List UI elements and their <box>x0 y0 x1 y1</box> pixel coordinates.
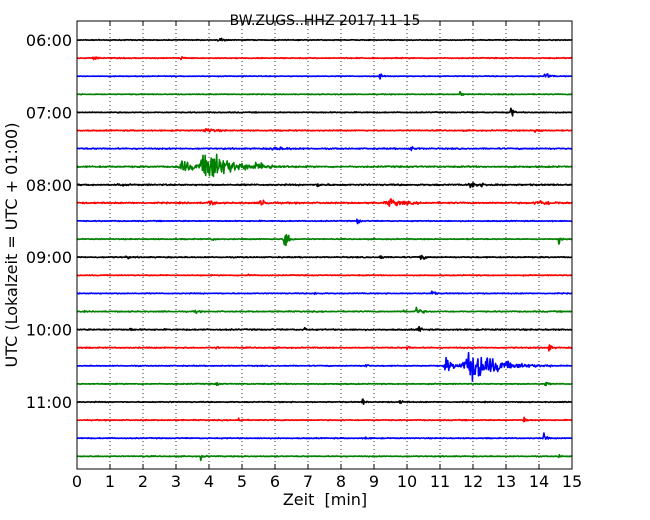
x-tick-label: 10 <box>397 472 417 491</box>
y-tick-label: 11:00 <box>26 393 72 412</box>
x-tick-label: 12 <box>463 472 483 491</box>
trace-0945 <box>76 306 573 315</box>
x-tick-label: 2 <box>138 472 148 491</box>
trace-0900 <box>76 254 573 260</box>
x-tick-label: 3 <box>171 472 181 491</box>
trace-0730 <box>76 146 573 152</box>
trace-0845 <box>76 233 573 247</box>
x-tick-label: 11 <box>430 472 450 491</box>
y-axis-ticks: 06:00 07:00 08:00 09:00 10:00 11:00 <box>26 31 572 412</box>
plot-frame <box>76 20 573 470</box>
x-tick-label: 13 <box>496 472 516 491</box>
trace-1045 <box>76 381 573 387</box>
x-tick-label: 0 <box>72 472 82 491</box>
x-tick-label: 6 <box>270 472 280 491</box>
trace-1145 <box>76 453 573 462</box>
trace-1100 <box>76 398 573 406</box>
x-tick-label: 9 <box>369 472 379 491</box>
trace-1130 <box>76 432 573 440</box>
grid-lines <box>109 21 540 469</box>
trace-0915 <box>76 273 573 277</box>
x-tick-label: 1 <box>105 472 115 491</box>
trace-1115 <box>76 416 573 423</box>
x-tick-label: 4 <box>204 472 214 491</box>
trace-0600 <box>76 37 573 42</box>
x-tick-label: 15 <box>562 472 582 491</box>
trace-0630 <box>76 73 573 80</box>
trace-0645 <box>76 91 573 97</box>
x-axis-label: Zeit [min] <box>283 490 367 509</box>
trace-0830 <box>76 218 573 225</box>
trace-0815 <box>76 198 573 207</box>
trace-0930 <box>76 290 573 296</box>
trace-0700 <box>76 107 573 117</box>
y-tick-label: 10:00 <box>26 321 72 340</box>
y-tick-label: 07:00 <box>26 103 72 122</box>
trace-0745 <box>76 153 573 178</box>
x-tick-label: 5 <box>237 472 247 491</box>
trace-0615 <box>76 56 573 61</box>
x-tick-label: 14 <box>529 472 549 491</box>
y-tick-label: 08:00 <box>26 176 72 195</box>
trace-1000 <box>76 325 573 333</box>
trace-0715 <box>76 128 573 133</box>
x-tick-label: 7 <box>303 472 313 491</box>
trace-1030 <box>76 351 573 382</box>
x-axis-ticks: 0 1 2 3 4 5 6 7 8 9 10 11 12 13 14 15 <box>72 21 582 491</box>
trace-1015 <box>76 344 573 352</box>
y-tick-label: 06:00 <box>26 31 72 50</box>
seismic-traces <box>76 37 573 462</box>
y-axis-label: UTC (Lokalzeit = UTC + 01:00) <box>2 123 21 368</box>
x-tick-label: 8 <box>336 472 346 491</box>
trace-0800 <box>76 182 573 189</box>
y-tick-label: 09:00 <box>26 248 72 267</box>
